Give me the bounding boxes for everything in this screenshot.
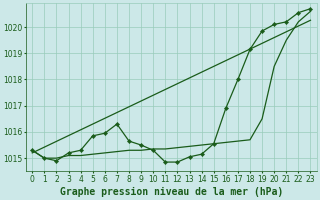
- X-axis label: Graphe pression niveau de la mer (hPa): Graphe pression niveau de la mer (hPa): [60, 186, 283, 197]
